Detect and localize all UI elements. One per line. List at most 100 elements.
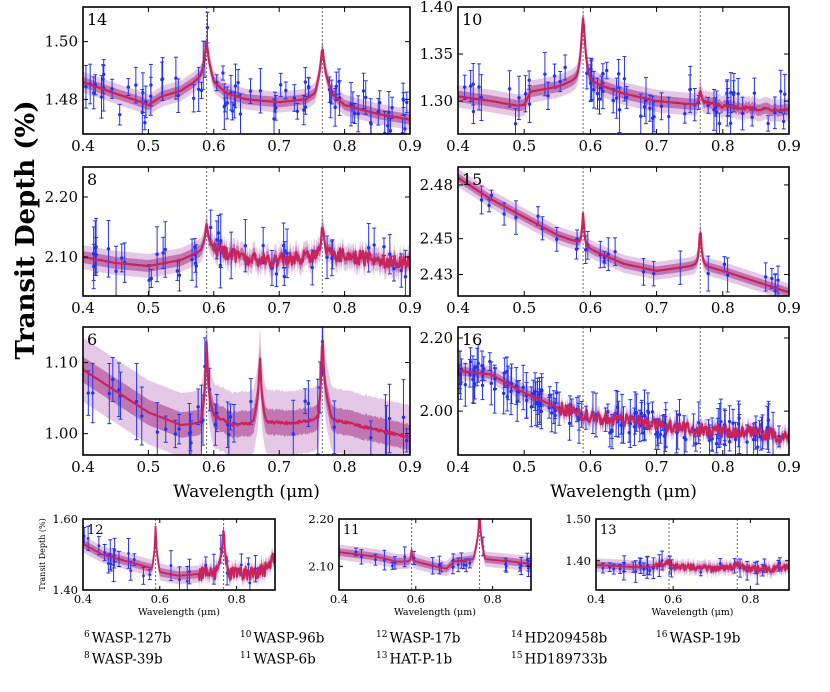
data-point xyxy=(390,564,394,568)
data-point xyxy=(86,536,90,540)
panel-id-label: 8 xyxy=(87,170,97,189)
panel-6: 0.4 0.5 0.6 0.7 0.8 0.9 1.00 1.10 6 Wavelength (μ… xyxy=(45,326,422,502)
data-point xyxy=(740,111,745,116)
data-point xyxy=(246,562,250,566)
x-tick-label: 0.9 xyxy=(777,299,801,317)
data-point xyxy=(714,441,719,446)
x-tick-label: 0.4 xyxy=(71,299,95,317)
data-point xyxy=(462,85,467,89)
data-point xyxy=(228,415,233,419)
data-point xyxy=(113,548,117,552)
data-point xyxy=(602,259,606,264)
x-tick-label: 0.6 xyxy=(578,299,602,317)
figure-ylabel: Transit Depth (%) xyxy=(11,100,41,359)
x-tick-label: 0.8 xyxy=(483,592,501,606)
data-point xyxy=(479,95,484,100)
data-point xyxy=(658,432,663,437)
data-point xyxy=(536,401,540,405)
plot-area xyxy=(83,327,410,455)
data-point xyxy=(717,121,722,126)
x-tick-label: 0.5 xyxy=(512,458,536,476)
data-point xyxy=(776,278,780,282)
data-point xyxy=(372,243,376,247)
x-tick-label: 0.8 xyxy=(741,592,759,606)
data-point xyxy=(352,111,357,116)
data-point xyxy=(218,263,223,268)
panel-12: 0.4 0.6 0.8 1.40 1.60 12 Wavelength (μm) Transi… xyxy=(38,512,276,618)
data-point xyxy=(278,83,283,87)
data-point xyxy=(377,100,382,105)
data-point xyxy=(773,111,777,115)
data-point xyxy=(161,251,165,255)
model-band-outer xyxy=(458,168,789,296)
data-point xyxy=(727,419,732,424)
panel-frame xyxy=(82,518,276,591)
data-point xyxy=(401,98,406,102)
data-point xyxy=(356,112,360,116)
x-tick-label: 0.8 xyxy=(711,458,735,476)
model-band-inner xyxy=(83,329,410,451)
data-point xyxy=(463,383,467,387)
data-point xyxy=(468,561,472,565)
data-point xyxy=(106,562,110,565)
data-point xyxy=(163,247,167,252)
data-point xyxy=(725,91,729,96)
data-point xyxy=(458,382,463,386)
data-point xyxy=(303,399,307,403)
data-point xyxy=(574,247,579,251)
data-point xyxy=(472,381,477,386)
data-point xyxy=(205,25,210,30)
y-tick-label: 2.20 xyxy=(45,188,78,206)
data-point xyxy=(129,569,133,573)
data-point xyxy=(227,433,231,437)
data-point xyxy=(248,581,252,585)
data-point xyxy=(221,71,225,75)
data-point xyxy=(732,91,736,95)
panel-frame xyxy=(457,326,790,456)
panel-id-label: 10 xyxy=(462,10,482,29)
data-point xyxy=(86,391,90,395)
data-point xyxy=(387,416,392,421)
data-point xyxy=(360,555,363,559)
data-point xyxy=(523,92,528,96)
x-tick-label: 0.8 xyxy=(333,299,357,317)
data-point xyxy=(529,405,534,409)
data-point xyxy=(239,563,243,567)
data-point xyxy=(648,106,652,110)
data-point xyxy=(558,79,562,84)
data-point xyxy=(132,558,136,562)
data-point xyxy=(504,564,508,568)
x-axis-label: Wavelength (μm) xyxy=(138,607,220,618)
data-point xyxy=(102,72,106,77)
data-point xyxy=(536,214,540,218)
data-point xyxy=(403,275,408,279)
data-point xyxy=(404,438,409,443)
data-point xyxy=(334,84,339,88)
model-line xyxy=(458,369,789,444)
data-point xyxy=(614,96,619,100)
data-point xyxy=(667,114,671,119)
planet-legend: 6 WASP-127b 8 WASP-39b 10 WASP-96b 11 WASP-6… xyxy=(78,630,818,690)
data-point xyxy=(722,262,727,267)
data-point xyxy=(659,104,664,108)
data-point xyxy=(547,406,551,410)
data-point xyxy=(611,98,615,103)
data-point xyxy=(585,71,589,76)
panel-13: 0.4 0.6 0.8 1.40 1.50 13 Wavelength (μm) xyxy=(565,512,790,618)
data-point xyxy=(188,570,191,573)
y-tick-label: 1.50 xyxy=(45,33,78,51)
y-tick-label: 1.30 xyxy=(420,92,453,110)
y-tick-label: 1.40 xyxy=(420,0,453,16)
data-point xyxy=(99,95,104,99)
data-point xyxy=(521,385,525,390)
data-point xyxy=(733,437,738,442)
y-tick-label: 2.10 xyxy=(308,559,334,573)
x-tick-label: 0.9 xyxy=(777,458,801,476)
data-point xyxy=(148,573,152,577)
x-tick-label: 0.8 xyxy=(333,137,357,155)
data-point xyxy=(194,264,198,268)
data-point xyxy=(766,418,771,422)
data-point xyxy=(652,115,656,119)
data-point xyxy=(94,253,98,257)
